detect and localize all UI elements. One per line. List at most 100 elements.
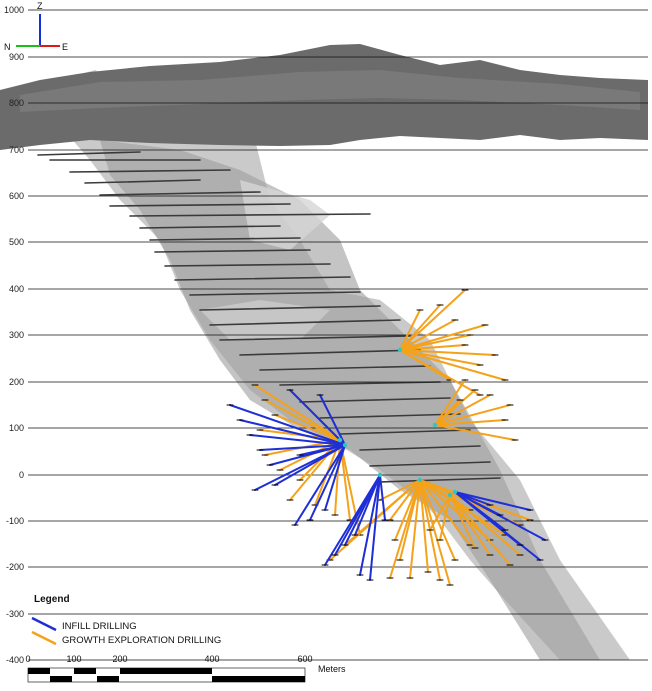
elevation-label: -400 xyxy=(6,655,24,665)
elevation-label: 300 xyxy=(9,330,24,340)
growth-drillhole xyxy=(379,479,421,501)
growth-drillhole xyxy=(449,494,476,549)
scale-tick-200: 200 xyxy=(112,654,127,664)
infill-drillhole xyxy=(289,389,346,446)
growth-drillhole xyxy=(399,344,466,351)
infill-drillhole xyxy=(294,444,346,526)
growth-drillhole xyxy=(394,479,421,541)
growth-drillhole xyxy=(289,439,341,501)
growth-drillhole xyxy=(434,399,461,426)
infill-drillhole xyxy=(354,474,381,536)
elevation-label: 100 xyxy=(9,423,24,433)
growth-drillhole xyxy=(419,479,471,546)
growth-drillhole xyxy=(399,334,471,351)
growth-drillhole xyxy=(419,479,429,573)
elevation-label: 1000 xyxy=(4,5,24,15)
growth-drillhole xyxy=(419,479,491,541)
growth-drillhole xyxy=(399,349,481,396)
growth-drillhole xyxy=(339,439,361,536)
n-axis-label: N xyxy=(4,42,11,52)
growth-drillhole xyxy=(399,349,506,381)
growth-drillhole xyxy=(399,319,456,351)
collar-marker xyxy=(452,489,458,495)
e-axis-label: E xyxy=(62,42,68,52)
growth-drillhole xyxy=(399,309,421,351)
scale-unit: Meters xyxy=(318,664,346,674)
legend-label-growth: GROWTH EXPLORATION DRILLING xyxy=(62,635,221,646)
elevation-label: 200 xyxy=(9,377,24,387)
collar-marker xyxy=(447,492,453,498)
elevation-label: 0 xyxy=(19,470,24,480)
growth-drillhole xyxy=(434,379,466,426)
growth-drillhole xyxy=(449,494,491,556)
growth-drillhole xyxy=(434,394,491,426)
collar-marker xyxy=(397,347,403,353)
elevation-label: -300 xyxy=(6,609,24,619)
elevation-label: -200 xyxy=(6,562,24,572)
growth-drillhole xyxy=(344,479,421,546)
infill-drillhole xyxy=(259,444,346,451)
growth-drillhole xyxy=(399,304,441,351)
drill-collars xyxy=(337,347,458,498)
collar-marker xyxy=(342,442,348,448)
infill-drillhole xyxy=(379,474,386,521)
growth-drillhole xyxy=(429,494,451,531)
scale-tick-0: 0 xyxy=(25,654,30,664)
infill-drillhole xyxy=(309,444,346,521)
growth-drillhole xyxy=(399,349,481,366)
infill-drillhole xyxy=(324,444,346,511)
growth-drillhole xyxy=(439,494,451,541)
growth-drillhole xyxy=(264,399,341,441)
elevation-label: 600 xyxy=(9,191,24,201)
growth-drillhole xyxy=(399,324,486,351)
legend: Legend INFILL DRILLING GROWTH EXPLORATIO… xyxy=(31,594,221,646)
legend-swatch-infill xyxy=(31,616,57,632)
elevation-label: 400 xyxy=(9,284,24,294)
legend-label-infill: INFILL DRILLING xyxy=(62,621,137,632)
infill-drillhole xyxy=(274,444,346,486)
elevation-label: 700 xyxy=(9,145,24,155)
collar-marker xyxy=(432,422,438,428)
infill-drillhole xyxy=(319,394,346,446)
infill-drillhole xyxy=(454,491,491,506)
infill-drillhole xyxy=(239,419,346,446)
scale-bar: 0 100 200 400 600 Meters xyxy=(25,654,346,683)
historic-workings xyxy=(37,151,501,483)
legend-title: Legend xyxy=(34,594,70,605)
collar-marker xyxy=(377,472,383,478)
orientation-triad: Z N E xyxy=(4,1,68,52)
collar-marker xyxy=(417,477,423,483)
growth-drillhole xyxy=(449,494,521,556)
scale-tick-100: 100 xyxy=(66,654,81,664)
growth-drillhole xyxy=(389,479,421,579)
surface-topography xyxy=(0,44,648,150)
growth-drillhole xyxy=(419,479,451,586)
z-axis-label: Z xyxy=(37,1,43,11)
infill-drillholes xyxy=(226,389,549,581)
infill-drillhole xyxy=(249,434,346,446)
infill-drillhole xyxy=(299,444,346,456)
growth-drillhole xyxy=(399,289,466,351)
elevation-gridlines xyxy=(28,9,648,661)
infill-drillhole xyxy=(359,474,381,576)
legend-swatch-growth xyxy=(31,630,57,646)
growth-drillhole xyxy=(434,419,506,426)
elevation-label: -100 xyxy=(6,516,24,526)
growth-drillhole xyxy=(399,349,496,356)
growth-drillhole xyxy=(419,479,456,561)
growth-drillhole xyxy=(409,479,421,579)
growth-drillhole xyxy=(449,494,511,566)
growth-drillhole xyxy=(254,384,341,441)
infill-drillhole xyxy=(454,491,506,531)
collar-marker xyxy=(337,437,343,443)
orebody-shell xyxy=(55,70,630,660)
elevation-label: 800 xyxy=(9,98,24,108)
growth-drillhole xyxy=(434,404,511,426)
elevation-labels: 1000 900 800 700 600 500 400 300 200 100… xyxy=(4,5,24,665)
growth-drillhole xyxy=(274,414,341,441)
scale-tick-400: 400 xyxy=(204,654,219,664)
growth-drillhole xyxy=(389,479,421,521)
elevation-label: 900 xyxy=(9,52,24,62)
infill-drillhole xyxy=(454,491,531,511)
